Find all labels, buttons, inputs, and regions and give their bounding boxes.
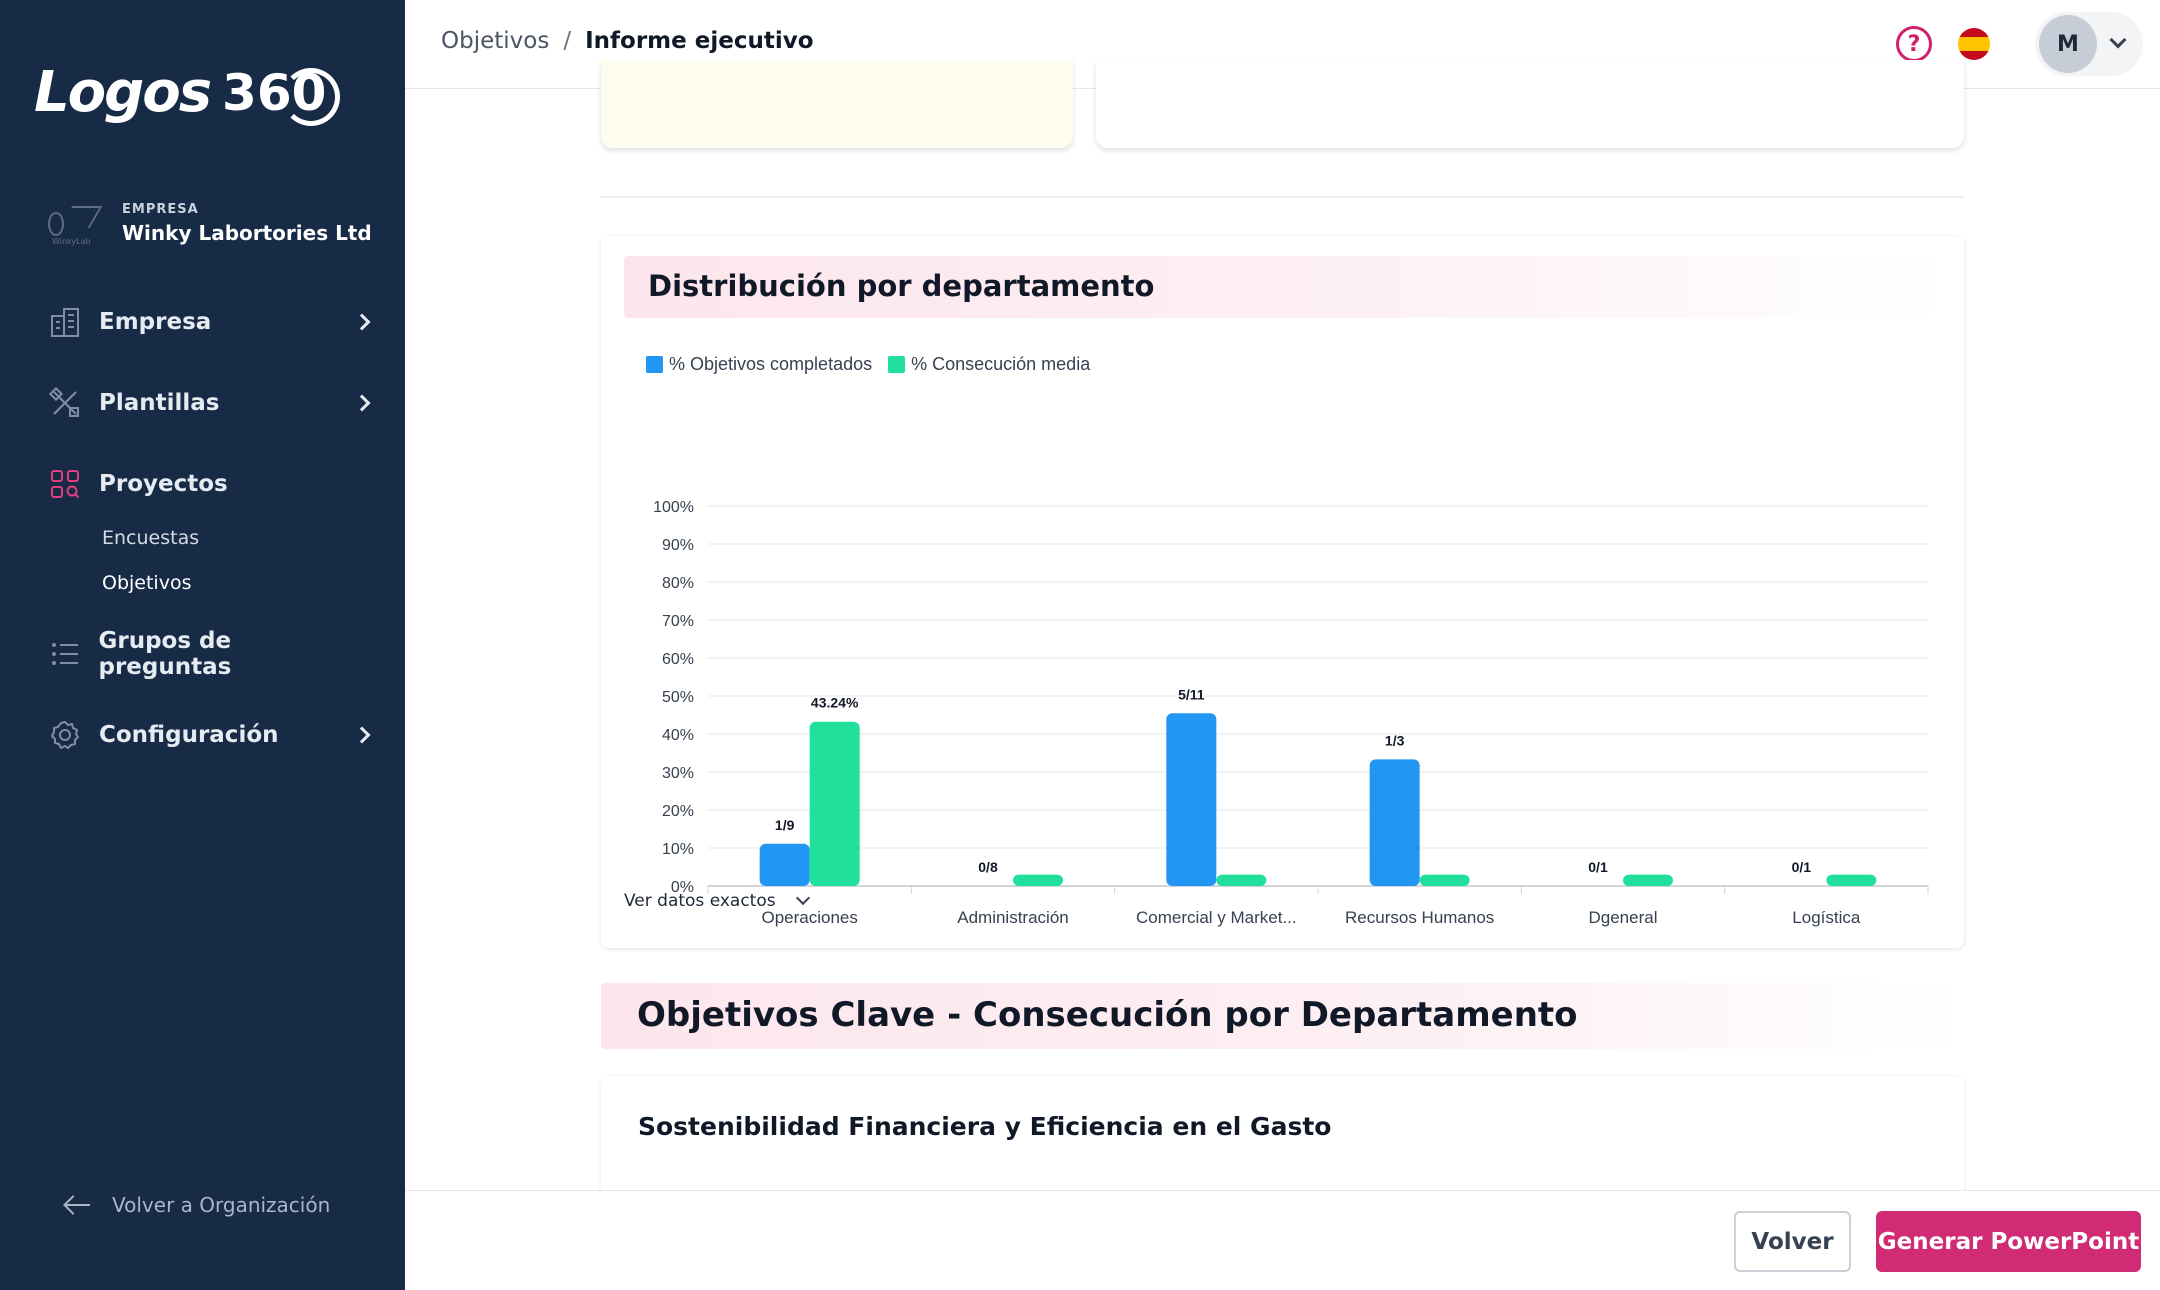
breadcrumb: Objetivos / Informe ejecutivo (441, 28, 814, 54)
chevron-right-icon (353, 394, 371, 412)
sidebar-item-grupos-de-preguntas[interactable]: Grupos de preguntas (48, 628, 368, 680)
key-objectives-title: Objetivos Clave - Consecución por Depart… (637, 995, 1578, 1035)
bar-average (1826, 874, 1877, 886)
y-tick-label: 20% (662, 803, 694, 820)
list-icon (48, 637, 82, 671)
action-footer: Volver Generar PowerPoint (405, 1190, 2160, 1290)
chart-legend: % Objetivos completados % Consecución me… (646, 354, 1106, 375)
gear-icon (48, 718, 82, 752)
breadcrumb-current: Informe ejecutivo (585, 28, 814, 54)
sidebar-item-configuracion[interactable]: Configuración (48, 710, 371, 760)
summary-card-right (1096, 60, 1964, 148)
chevron-down-icon (2109, 31, 2127, 49)
y-tick-label: 80% (662, 575, 694, 592)
bar-completed (759, 843, 810, 886)
y-tick-label: 70% (662, 613, 694, 630)
key-objective-title: Sostenibilidad Financiera y Eficiencia e… (638, 1112, 1332, 1141)
back-to-organization-label: Volver a Organización (112, 1193, 331, 1217)
company-logo-icon: WinkyLab (44, 200, 103, 246)
avatar: M (2039, 15, 2097, 73)
chevron-down-icon (795, 890, 810, 906)
x-tick-label: Administración (957, 908, 1069, 927)
y-tick-label: 0% (671, 879, 694, 896)
breadcrumb-objetivos-link[interactable]: Objetivos (441, 28, 550, 54)
chevron-right-icon (353, 313, 371, 331)
y-tick-label: 30% (662, 765, 694, 782)
legend-swatch-average (888, 356, 906, 373)
company-info: WinkyLab EMPRESA Winky Labortories Ltd (44, 200, 372, 246)
y-tick-label: 90% (662, 537, 694, 554)
tools-icon (48, 386, 82, 420)
sidebar: Logos 360 WinkyLab EMPRESA Winky Laborto… (0, 0, 405, 1290)
sidebar-subitem-objetivos[interactable]: Objetivos (102, 572, 192, 594)
data-label: 0/8 (978, 859, 998, 875)
data-label: 5/11 (1178, 686, 1205, 702)
y-tick-label: 10% (662, 841, 694, 858)
view-exact-data-label: Ver datos exactos (624, 891, 776, 911)
bar-average (809, 721, 860, 886)
projects-grid-icon (48, 467, 82, 501)
sidebar-item-label: Configuración (99, 722, 279, 748)
y-tick-label: 100% (653, 499, 694, 516)
distribution-header: Distribución por departamento (624, 256, 1944, 318)
data-label: 0/1 (1588, 859, 1608, 875)
sidebar-item-label: Plantillas (99, 390, 220, 416)
bar-average (1013, 874, 1063, 886)
bar-completed (1369, 759, 1420, 886)
sidebar-subitem-encuestas[interactable]: Encuestas (102, 527, 200, 549)
legend-swatch-completed (646, 356, 663, 373)
legend-label-completed: % Objetivos completados (669, 354, 873, 374)
breadcrumb-separator: / (563, 28, 572, 54)
legend-item-completed[interactable]: % Objetivos completados (646, 354, 872, 375)
bar-average (1623, 874, 1673, 886)
sidebar-item-empresa[interactable]: Empresa (48, 297, 371, 347)
data-label: 0/1 (1792, 859, 1812, 875)
sidebar-item-proyectos[interactable]: Proyectos (48, 459, 368, 509)
data-label: 43.24% (811, 695, 859, 711)
company-name: Winky Labortories Ltd (122, 220, 372, 245)
x-tick-label: Comercial y Market... (1136, 908, 1297, 927)
user-menu[interactable]: M (2035, 12, 2143, 76)
distribution-title: Distribución por departamento (648, 269, 1155, 303)
x-tick-label: Recursos Humanos (1345, 908, 1494, 927)
logo-ring-icon (282, 67, 341, 126)
bar-completed (1166, 713, 1217, 886)
section-divider (601, 196, 1964, 198)
spain-flag-icon[interactable] (1958, 28, 1990, 60)
key-objectives-header: Objetivos Clave - Consecución por Depart… (601, 983, 1964, 1049)
sidebar-item-label: Proyectos (99, 471, 228, 497)
app-logo[interactable]: Logos 360 (34, 60, 341, 126)
bar-average (1216, 874, 1267, 886)
sidebar-item-label: Empresa (99, 309, 212, 335)
legend-label-average: % Consecución media (911, 354, 1091, 374)
distribution-bar-chart: 0% 10% 20% 30% 40% 50% 60% 70% 80% 90% 100% Operaci… (653, 499, 1929, 927)
x-tick-label: Dgeneral (1589, 908, 1658, 927)
x-tick-label: Logística (1792, 908, 1861, 927)
back-to-organization-link[interactable]: Volver a Organización (64, 1193, 330, 1217)
data-label: 1/9 (775, 817, 795, 833)
back-button[interactable]: Volver (1734, 1211, 1851, 1272)
legend-item-average[interactable]: % Consecución media (888, 354, 1090, 375)
y-tick-label: 40% (662, 727, 694, 744)
y-tick-label: 60% (662, 651, 694, 668)
summary-card-left (601, 60, 1073, 148)
view-exact-data-toggle[interactable]: Ver datos exactos (624, 890, 810, 911)
data-label: 1/3 (1385, 732, 1405, 748)
chevron-right-icon (353, 726, 371, 744)
bar-average (1419, 874, 1470, 886)
sidebar-item-plantillas[interactable]: Plantillas (48, 378, 371, 428)
generate-powerpoint-button[interactable]: Generar PowerPoint (1876, 1211, 2141, 1272)
logo-number: 360 (222, 64, 341, 126)
x-tick-label: Operaciones (761, 908, 857, 927)
building-icon (48, 305, 82, 339)
company-label: EMPRESA (122, 201, 199, 217)
distribution-card: Distribución por departamento % Objetivo… (601, 236, 1964, 948)
y-tick-label: 50% (662, 689, 694, 706)
logo-text: Logos (34, 60, 212, 125)
arrow-left-icon (64, 1195, 92, 1215)
sidebar-item-label: Grupos de preguntas (98, 628, 232, 680)
help-icon[interactable]: ? (1896, 26, 1932, 62)
